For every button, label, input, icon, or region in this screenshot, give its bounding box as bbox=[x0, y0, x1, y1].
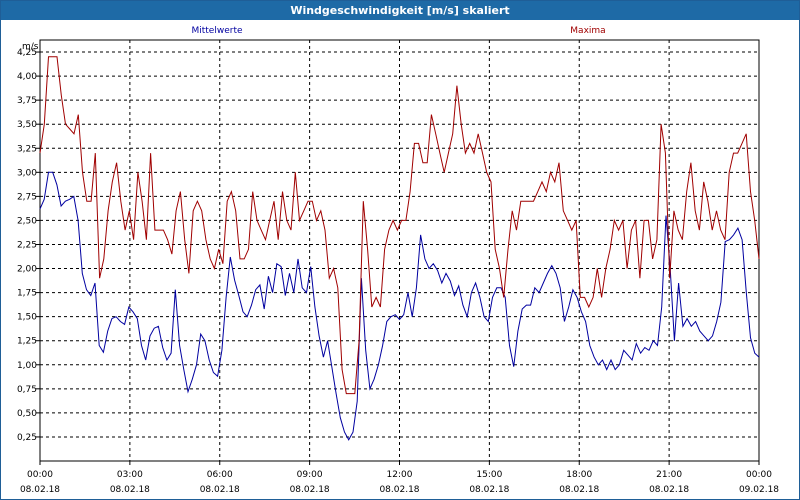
x-tick-date: 08.02.18 bbox=[469, 485, 509, 495]
y-axis-unit: m/s bbox=[22, 42, 39, 52]
y-tick-label: 1,50 bbox=[17, 313, 37, 323]
x-tick-date: 08.02.18 bbox=[200, 485, 240, 495]
y-tick-label: 0,50 bbox=[17, 409, 37, 419]
y-tick-label: 1,75 bbox=[17, 289, 37, 299]
y-tick-label: 3,50 bbox=[17, 120, 37, 130]
legend-mittelwerte: Mittelwerte bbox=[191, 26, 242, 36]
x-tick-time: 06:00 bbox=[207, 470, 233, 480]
series-lines bbox=[39, 56, 760, 441]
y-tick-label: 1,00 bbox=[17, 361, 37, 371]
x-tick-date: 08.02.18 bbox=[379, 485, 419, 495]
y-tick-label: 2,00 bbox=[17, 265, 37, 275]
y-tick-label: 4,25 bbox=[17, 48, 37, 58]
x-tick-time: 18:00 bbox=[566, 470, 592, 480]
y-axis: 0,25 0,50 0,75 1,00 1,25 1,50 1,75 2,00 2,25 2,50… bbox=[17, 48, 40, 443]
x-tick-date: 08.02.18 bbox=[110, 485, 150, 495]
window-title: Windgeschwindigkeit [m/s] skaliert bbox=[1, 1, 799, 20]
x-axis: 00:00 08.02.18 03:00 08.02.18 06:00 08.02.18 0… bbox=[20, 461, 779, 495]
x-tick-time: 03:00 bbox=[117, 470, 143, 480]
y-tick-label: 1,25 bbox=[17, 337, 37, 347]
x-tick-date: 08.02.18 bbox=[559, 485, 599, 495]
y-tick-label: 2,75 bbox=[17, 192, 37, 202]
series-line-mittelwerte bbox=[39, 171, 760, 441]
y-tick-label: 4,00 bbox=[17, 72, 37, 82]
y-tick-label: 2,25 bbox=[17, 240, 37, 250]
legend-maxima: Maxima bbox=[570, 26, 605, 36]
x-tick-date: 09.02.18 bbox=[739, 485, 779, 495]
x-tick-date: 08.02.18 bbox=[649, 485, 689, 495]
x-tick-time: 12:00 bbox=[387, 470, 413, 480]
x-tick-time: 00:00 bbox=[27, 470, 53, 480]
series-line-maxima bbox=[39, 56, 760, 395]
x-tick-date: 08.02.18 bbox=[290, 485, 330, 495]
y-tick-label: 3,25 bbox=[17, 144, 37, 154]
x-tick-time: 21:00 bbox=[656, 470, 682, 480]
y-tick-label: 3,75 bbox=[17, 96, 37, 106]
x-tick-time: 00:00 bbox=[746, 470, 772, 480]
y-tick-label: 2,50 bbox=[17, 216, 37, 226]
y-tick-label: 3,00 bbox=[17, 168, 37, 178]
x-tick-date: 08.02.18 bbox=[20, 485, 60, 495]
x-tick-time: 15:00 bbox=[476, 470, 502, 480]
y-tick-label: 0,25 bbox=[17, 433, 37, 443]
y-tick-label: 0,75 bbox=[17, 385, 37, 395]
x-tick-time: 09:00 bbox=[297, 470, 323, 480]
